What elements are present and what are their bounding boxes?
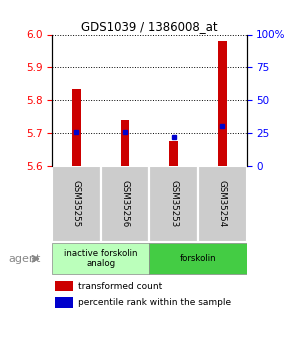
Bar [52,166,101,242]
Text: percentile rank within the sample: percentile rank within the sample [78,298,231,307]
Text: GSM35256: GSM35256 [121,180,130,227]
Title: GDS1039 / 1386008_at: GDS1039 / 1386008_at [81,20,218,33]
Bar [198,166,246,242]
Bar [52,243,149,274]
Text: forskolin: forskolin [180,254,216,263]
Bar [149,243,246,274]
Text: transformed count: transformed count [78,282,163,290]
Text: GSM35254: GSM35254 [218,180,227,227]
Bar [169,141,178,166]
Text: GSM35253: GSM35253 [169,180,178,227]
Bar [149,166,198,242]
Text: agent: agent [9,254,41,264]
Text: inactive forskolin
analog: inactive forskolin analog [64,249,137,268]
Text: GSM35255: GSM35255 [72,180,81,227]
Bar [72,89,81,166]
Bar [101,166,149,242]
Bar [218,41,226,166]
Bar [121,120,129,166]
